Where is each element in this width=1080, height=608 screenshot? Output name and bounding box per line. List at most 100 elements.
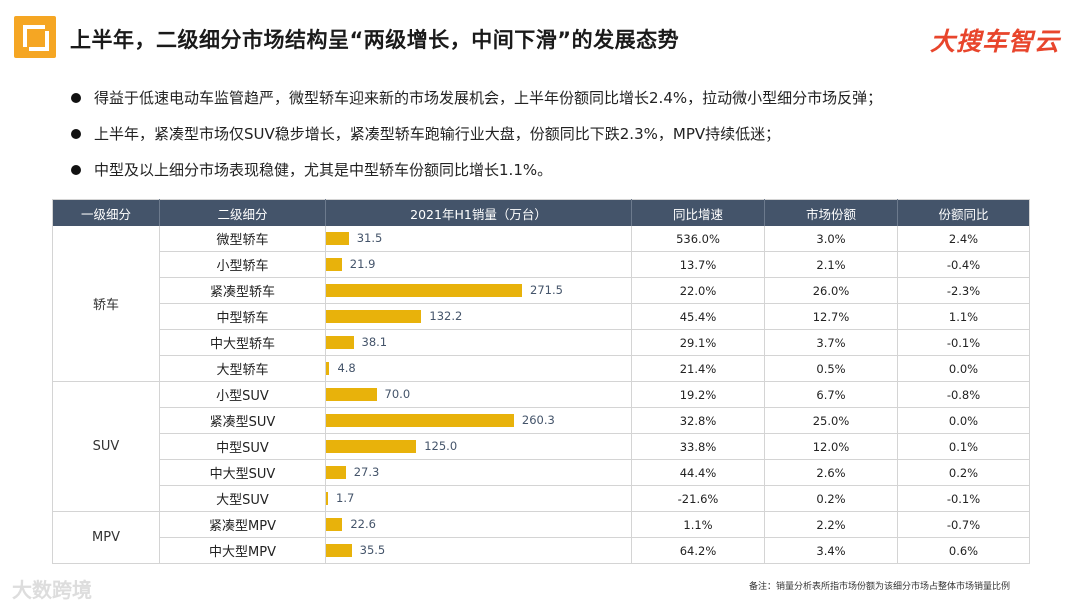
sales-bar-cell: 260.3 [325,407,632,434]
growth-cell: 32.8% [631,407,765,434]
header-cell: 份额同比 [897,199,1030,226]
sales-bar [326,362,330,375]
sales-bar [326,466,346,479]
subsegment-cell: 大型轿车 [159,355,326,382]
bullet-item: 中型及以上细分市场表现稳健，尤其是中型轿车份额同比增长1.1%。 [68,158,882,194]
sales-bar-cell: 27.3 [325,459,632,486]
sales-bar-cell: 132.2 [325,303,632,330]
category-cell: MPV [52,511,160,564]
sales-value-label: 22.6 [350,517,376,531]
subsegment-cell: 中型SUV [159,433,326,460]
sales-bar [326,388,377,401]
table-row: 中型SUV 125.0 33.8% 12.0% 0.1% [53,433,1030,460]
sales-bar-cell: 38.1 [325,329,632,356]
table-header-row: 一级细分 二级细分 2021年H1销量（万台） 同比增速 市场份额 份额同比 [52,199,1030,226]
page-title: 上半年，二级细分市场结构呈“两级增长，中间下滑”的发展态势 [70,28,680,52]
header-cell: 二级细分 [159,199,326,226]
growth-cell: 19.2% [631,381,765,408]
share-cell: 6.7% [764,381,898,408]
table-row: 中大型MPV 35.5 64.2% 3.4% 0.6% [53,537,1030,564]
table-row: MPV 紧凑型MPV 22.6 1.1% 2.2% -0.7% [52,511,1030,564]
share-yoy-cell: 2.4% [897,226,1030,252]
share-yoy-cell: 0.1% [897,433,1030,460]
sales-value-label: 132.2 [429,309,463,323]
sales-bar [326,414,514,427]
share-yoy-cell: 0.0% [897,407,1030,434]
sales-value-label: 38.1 [361,335,388,349]
subsegment-cell: 大型SUV [159,485,326,512]
subsegment-cell: 紧凑型SUV [159,407,326,434]
sales-table: 一级细分 二级细分 2021年H1销量（万台） 同比增速 市场份额 份额同比 轿… [52,199,1030,564]
share-cell: 0.2% [764,485,898,512]
subsegment-cell: 紧凑型MPV [159,511,326,538]
sales-value-label: 27.3 [353,465,380,479]
sales-value-label: 70.0 [384,387,411,401]
subsegment-cell: 紧凑型轿车 [159,277,326,304]
watermark-logo: 大数跨境 [12,578,92,602]
header-cell: 市场份额 [764,199,898,226]
share-yoy-cell: -0.1% [897,485,1030,512]
share-yoy-cell: -0.7% [897,511,1030,538]
share-yoy-cell: -2.3% [897,277,1030,304]
growth-cell: 64.2% [631,537,765,564]
sales-value-label: 125.0 [424,439,458,453]
share-cell: 2.1% [764,251,898,278]
table-row: 大型轿车 4.8 21.4% 0.5% 0.0% [53,355,1030,382]
share-cell: 3.4% [764,537,898,564]
sales-bar-cell: 4.8 [325,355,632,382]
bullet-item: 上半年，紧凑型市场仅SUV稳步增长，紧凑型轿车跑输行业大盘，份额同比下跌2.3%… [68,122,882,158]
growth-cell: 13.7% [631,251,765,278]
sales-bar-cell: 31.5 [325,226,632,252]
subsegment-cell: 小型SUV [159,381,326,408]
sales-bar-cell: 35.5 [325,537,632,564]
share-cell: 26.0% [764,277,898,304]
table-row: 轿车 微型轿车 31.5 536.0% 3.0% 2.4% [52,226,1030,382]
table-row: 中大型轿车 38.1 29.1% 3.7% -0.1% [53,329,1030,356]
share-cell: 2.6% [764,459,898,486]
sales-bar [326,440,417,453]
sales-bar [326,336,354,349]
header-cell: 同比增速 [631,199,765,226]
sales-bar [326,544,352,557]
growth-cell: 536.0% [631,226,765,252]
table-row: 小型轿车 21.9 13.7% 2.1% -0.4% [53,251,1030,278]
share-cell: 2.2% [764,511,898,538]
growth-cell: 29.1% [631,329,765,356]
table-row: 中型轿车 132.2 45.4% 12.7% 1.1% [53,303,1030,330]
growth-cell: 33.8% [631,433,765,460]
sales-bar [326,518,343,531]
bullet-dot-icon [71,129,81,139]
subsegment-cell: 中大型MPV [159,537,326,564]
growth-cell: 22.0% [631,277,765,304]
table-row: SUV 小型SUV 70.0 19.2% 6.7% -0.8% [52,381,1030,512]
table-row: 紧凑型轿车 271.5 22.0% 26.0% -2.3% [53,277,1030,304]
table-row: 大型SUV 1.7 -21.6% 0.2% -0.1% [53,485,1030,512]
share-yoy-cell: 0.0% [897,355,1030,382]
bullet-dot-icon [71,93,81,103]
sales-value-label: 260.3 [521,413,555,427]
subsegment-cell: 小型轿车 [159,251,326,278]
share-yoy-cell: -0.4% [897,251,1030,278]
subsegment-cell: 中型轿车 [159,303,326,330]
sales-bar-cell: 70.0 [325,381,632,408]
category-cell: 轿车 [52,226,160,382]
sales-bar [326,284,522,297]
category-cell: SUV [52,381,160,512]
sales-value-label: 4.8 [337,361,356,375]
share-cell: 12.7% [764,303,898,330]
subsegment-cell: 中大型轿车 [159,329,326,356]
sales-bar [326,492,328,505]
share-yoy-cell: 0.6% [897,537,1030,564]
sales-value-label: 1.7 [336,491,355,505]
share-cell: 3.7% [764,329,898,356]
brand-logo: 大搜车智云 [929,27,1060,56]
sales-value-label: 35.5 [359,543,386,557]
table-row: 紧凑型SUV 260.3 32.8% 25.0% 0.0% [53,407,1030,434]
bullet-dot-icon [71,165,81,175]
sales-bar [326,232,349,245]
share-yoy-cell: 0.2% [897,459,1030,486]
header-cell: 2021年H1销量（万台） [325,199,632,226]
sales-bar-cell: 271.5 [325,277,632,304]
sales-value-label: 31.5 [356,231,383,245]
growth-cell: 21.4% [631,355,765,382]
